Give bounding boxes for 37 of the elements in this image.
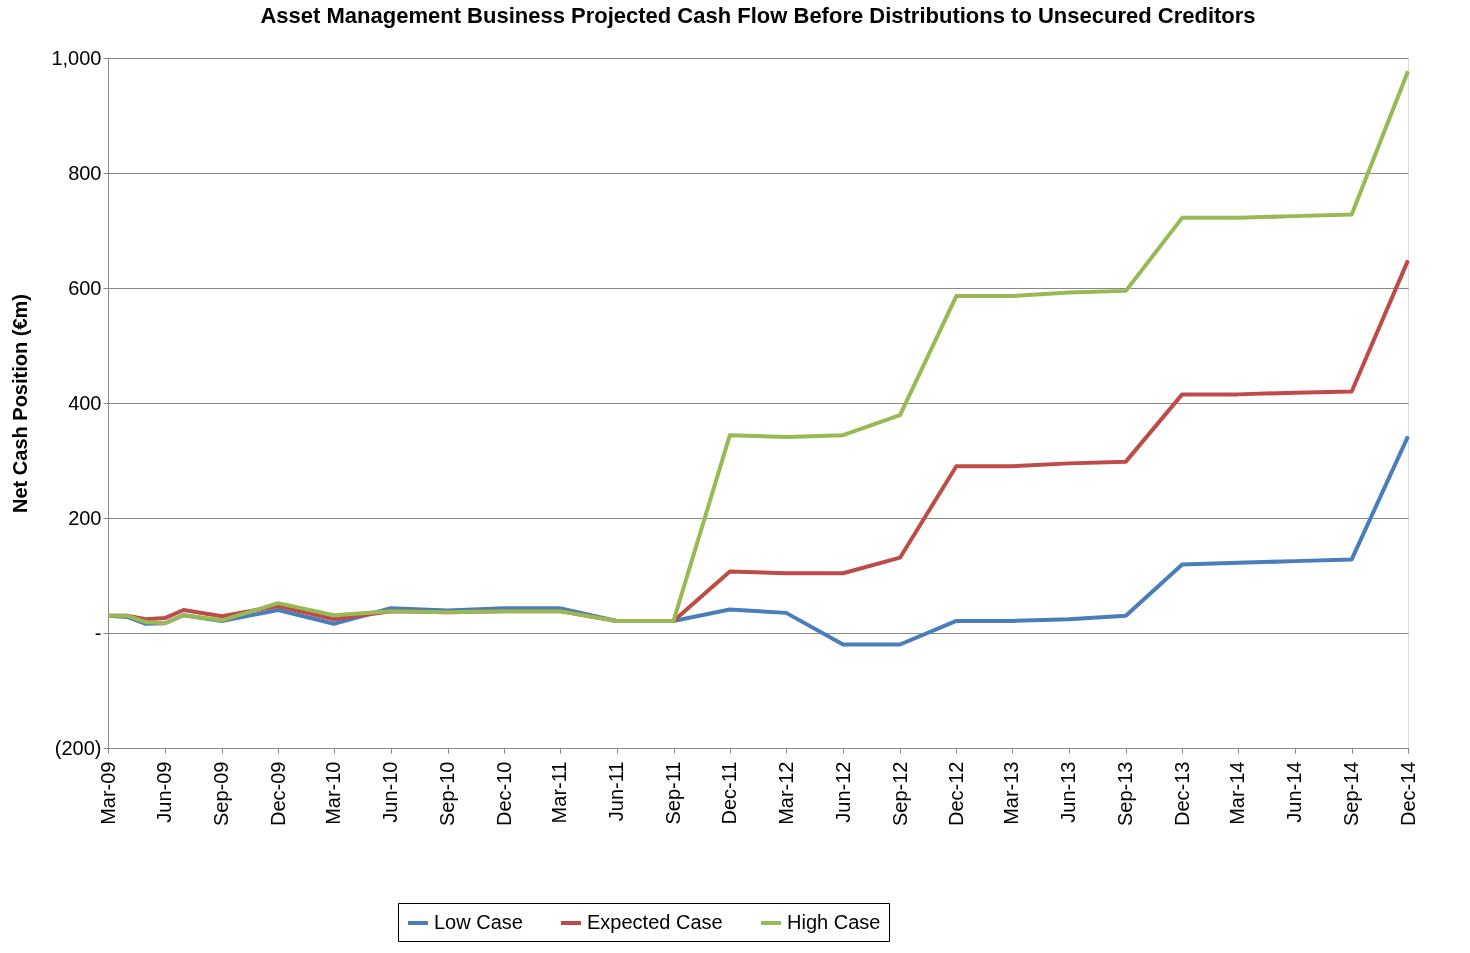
x-tick-label: Dec-09 <box>266 761 289 826</box>
x-tick-label: Sep-10 <box>436 761 459 826</box>
y-tick-label: - <box>94 621 102 644</box>
legend-label: Low Case <box>434 911 523 933</box>
y-axis-title: Net Cash Position (€m) <box>9 294 32 513</box>
x-tick-label: Sep-09 <box>210 761 233 826</box>
x-tick-label: Jun-11 <box>605 761 628 822</box>
x-tick-label: Jun-12 <box>831 761 854 823</box>
x-tick-label: Dec-12 <box>944 761 967 826</box>
x-tick-label: Mar-12 <box>774 761 797 825</box>
x-tick-label: Mar-14 <box>1226 761 1249 825</box>
x-tick-label: Mar-09 <box>96 761 119 825</box>
y-tick-label: (200) <box>54 736 102 759</box>
y-tick-label: 400 <box>68 391 102 414</box>
x-tick-label: Sep-12 <box>888 761 911 826</box>
x-tick-label: Jun-10 <box>379 761 402 823</box>
x-tick-label: Sep-14 <box>1340 761 1363 826</box>
line-series <box>106 69 1410 626</box>
y-tick-label: 600 <box>68 276 102 299</box>
x-tick-label: Dec-11 <box>718 761 741 825</box>
y-tick-label: 1,000 <box>51 46 102 69</box>
legend-label: Expected Case <box>587 911 723 933</box>
legend-label: High Case <box>787 911 881 933</box>
x-tick-label: Dec-10 <box>492 761 515 826</box>
x-tick-label: Mar-10 <box>322 761 345 825</box>
x-tick-label: Sep-13 <box>1114 761 1137 826</box>
y-tick-label: 200 <box>68 506 102 529</box>
chart-title: Asset Management Business Projected Cash Flow Before Distributions to Unsecured Creditors <box>260 3 1256 28</box>
x-tick-label: Dec-14 <box>1396 761 1419 826</box>
x-tick-label: Mar-13 <box>1000 761 1023 825</box>
x-tick-label: Sep-11 <box>662 761 685 825</box>
x-tick-label: Dec-13 <box>1170 761 1193 826</box>
y-tick-label: 800 <box>68 161 102 184</box>
x-tick-label: Jun-14 <box>1283 761 1306 823</box>
x-tick-label: Mar-11 <box>548 761 571 824</box>
x-tick-label: Jun-09 <box>153 761 176 823</box>
x-tick-label: Jun-13 <box>1057 761 1080 823</box>
